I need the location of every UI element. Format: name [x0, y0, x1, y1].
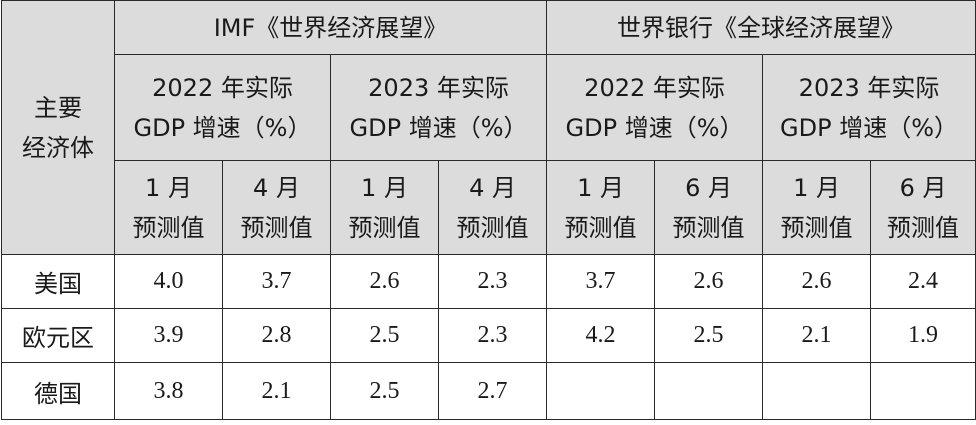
forecast-label: 预测值 [780, 213, 853, 242]
table-cell: 2.3 [437, 254, 548, 309]
year-header-line-1: 2022 年实际 [152, 73, 293, 102]
table-cell: 3.7 [546, 254, 656, 309]
table-cell: 2.3 [437, 308, 548, 363]
forecast-header: 1 月预测值 [114, 160, 223, 255]
forecast-label: 预测值 [132, 213, 205, 242]
corner-header-line-2: 经济体 [22, 133, 94, 162]
forecast-month: 6 月 [685, 173, 732, 202]
forecast-month: 6 月 [899, 173, 947, 202]
year-header-wb-2022: 2022 年实际 GDP 增速（%） [546, 54, 764, 161]
forecast-header: 6 月预测值 [870, 160, 976, 255]
table-cell: 2.6 [654, 254, 764, 309]
forecast-label: 预测值 [564, 213, 637, 242]
table-cell: 2.5 [654, 308, 764, 363]
year-header-line-2: GDP 增速（%） [133, 113, 312, 142]
table-cell: 1.9 [870, 308, 976, 363]
year-header-imf-2022: 2022 年实际 GDP 增速（%） [114, 54, 331, 161]
table-cell: 4.0 [114, 254, 223, 309]
table-cell [870, 362, 976, 420]
year-header-line-2: GDP 增速（%） [349, 113, 528, 142]
table-cell [762, 362, 872, 420]
year-header-line-2: GDP 增速（%） [780, 113, 959, 142]
forecast-month: 4 月 [253, 173, 300, 202]
forecast-label: 预测值 [456, 213, 529, 242]
table-row: 美国 4.0 3.7 2.6 2.3 3.7 2.6 2.6 2.4 [1, 254, 976, 309]
forecast-label: 预测值 [672, 213, 745, 242]
source-header-world-bank: 世界银行《全球经济展望》 [546, 0, 976, 55]
table-row: 欧元区 3.9 2.8 2.5 2.3 4.2 2.5 2.1 1.9 [1, 308, 976, 363]
forecast-header: 1 月预测值 [330, 160, 439, 255]
source-header-imf: IMF《世界经济展望》 [113, 0, 548, 55]
year-header-line-1: 2022 年实际 [584, 73, 725, 102]
table-cell: 2.7 [437, 362, 548, 420]
corner-header-line-1: 主要 [34, 93, 82, 122]
table-cell [654, 362, 764, 420]
table-cell: 2.5 [330, 308, 439, 363]
table-cell: 2.4 [870, 254, 976, 309]
year-header-wb-2023: 2023 年实际 GDP 增速（%） [762, 54, 976, 161]
table-cell: 2.6 [762, 254, 872, 309]
table-cell: 2.1 [222, 362, 331, 420]
forecast-header: 4 月预测值 [437, 160, 548, 255]
forecast-label: 预测值 [348, 213, 421, 242]
year-header-line-2: GDP 增速（%） [565, 113, 744, 142]
table-cell: 2.1 [762, 308, 872, 363]
table-cell: 2.6 [330, 254, 439, 309]
forecast-month: 1 月 [793, 173, 840, 202]
table-cell: 2.5 [330, 362, 439, 420]
forecast-header: 4 月预测值 [222, 160, 331, 255]
table-cell [546, 362, 656, 420]
forecast-label: 预测值 [887, 213, 960, 242]
economy-name: 欧元区 [1, 308, 115, 363]
year-header-imf-2023: 2023 年实际 GDP 增速（%） [329, 54, 548, 161]
economy-name: 德国 [1, 362, 115, 420]
table-cell: 4.2 [546, 308, 656, 363]
forecast-header: 1 月预测值 [762, 160, 872, 255]
corner-header: 主要 经济体 [1, 0, 115, 255]
table-cell: 2.8 [222, 308, 331, 363]
table-cell: 3.8 [114, 362, 223, 420]
forecast-label: 预测值 [240, 213, 313, 242]
year-header-line-1: 2023 年实际 [798, 73, 940, 102]
table-cell: 3.7 [222, 254, 331, 309]
forecast-header: 1 月预测值 [546, 160, 656, 255]
forecast-header: 6 月预测值 [654, 160, 764, 255]
economy-name: 美国 [1, 254, 115, 309]
table-row: 德国 3.8 2.1 2.5 2.7 [1, 362, 976, 420]
forecast-month: 1 月 [577, 173, 624, 202]
table-cell: 3.9 [114, 308, 223, 363]
forecast-month: 1 月 [145, 173, 192, 202]
forecast-month: 1 月 [361, 173, 408, 202]
year-header-line-1: 2023 年实际 [368, 73, 509, 102]
forecast-month: 4 月 [469, 173, 516, 202]
